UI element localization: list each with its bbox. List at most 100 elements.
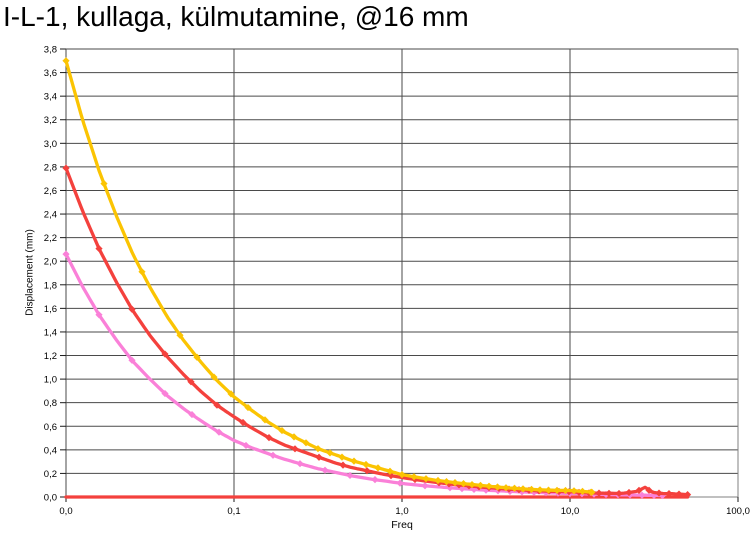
data-point-marker bbox=[315, 453, 323, 461]
data-point-marker bbox=[588, 488, 596, 496]
y-tick-label: 1,4 bbox=[44, 327, 57, 338]
data-point-marker bbox=[210, 373, 218, 381]
y-tick-label: 3,6 bbox=[44, 68, 57, 79]
data-point-marker bbox=[476, 481, 485, 489]
data-point-marker bbox=[215, 428, 223, 436]
data-point-marker bbox=[239, 418, 247, 427]
y-tick-label: 1,8 bbox=[44, 280, 57, 291]
data-point-marker bbox=[605, 489, 613, 497]
data-point-marker bbox=[62, 164, 70, 172]
data-point-marker bbox=[62, 250, 70, 258]
data-point-marker bbox=[188, 410, 196, 419]
y-tick-label: 3,2 bbox=[44, 115, 57, 126]
y-tick-label: 1,2 bbox=[44, 351, 57, 362]
y-tick-label: 0,6 bbox=[44, 422, 57, 433]
y-axis-title: Displacement (mm) bbox=[24, 229, 36, 316]
data-point-marker bbox=[442, 477, 451, 486]
data-point-marker bbox=[638, 491, 646, 499]
data-point-marker bbox=[615, 489, 623, 498]
data-point-marker bbox=[314, 445, 322, 453]
y-tick-label: 1,6 bbox=[44, 304, 57, 315]
data-point-marker bbox=[665, 490, 673, 498]
data-point-marker bbox=[485, 482, 493, 490]
series-red-series-line bbox=[64, 166, 690, 497]
data-point-marker bbox=[265, 434, 273, 442]
data-point-marker bbox=[421, 482, 429, 490]
data-point-marker bbox=[350, 457, 358, 465]
data-point-marker bbox=[302, 439, 310, 447]
x-tick-label: 0,0 bbox=[59, 506, 72, 517]
data-point-marker bbox=[578, 487, 587, 495]
data-point-marker bbox=[386, 467, 394, 475]
data-point-marker bbox=[519, 485, 527, 493]
chart-title: I-L-1, kullaga, külmutamine, @16 mm bbox=[3, 1, 469, 32]
data-point-marker bbox=[187, 378, 195, 386]
data-point-marker bbox=[62, 57, 70, 65]
data-point-marker bbox=[527, 485, 536, 493]
series-yellow-series-line bbox=[64, 59, 594, 494]
data-point-marker bbox=[242, 441, 250, 450]
data-point-marker bbox=[176, 331, 184, 339]
data-point-marker bbox=[100, 180, 108, 188]
y-tick-label: 3,0 bbox=[44, 139, 57, 150]
y-tick-label: 2,0 bbox=[44, 257, 57, 268]
x-tick-label: 100,0 bbox=[726, 506, 750, 517]
data-point-marker bbox=[434, 476, 442, 485]
data-point-marker bbox=[510, 484, 519, 492]
y-tick-label: 3,4 bbox=[44, 92, 57, 103]
data-point-marker bbox=[675, 490, 683, 498]
data-point-marker bbox=[655, 489, 663, 497]
y-tick-label: 2,2 bbox=[44, 233, 57, 244]
data-point-marker bbox=[213, 401, 221, 409]
data-point-marker bbox=[128, 305, 136, 313]
data-point-marker bbox=[95, 244, 103, 253]
data-point-marker bbox=[346, 471, 354, 480]
data-point-marker bbox=[269, 451, 277, 459]
data-point-marker bbox=[339, 461, 347, 469]
data-point-marker bbox=[227, 390, 235, 398]
data-point-marker bbox=[138, 268, 146, 276]
data-point-marker bbox=[398, 471, 406, 479]
data-point-marker bbox=[645, 486, 653, 494]
data-point-marker bbox=[261, 416, 269, 424]
x-axis-title: Freq bbox=[391, 519, 413, 531]
data-point-marker bbox=[290, 433, 298, 441]
x-tick-label: 10,0 bbox=[561, 506, 580, 517]
y-tick-label: 3,8 bbox=[44, 45, 57, 56]
y-tick-label: 2,8 bbox=[44, 162, 57, 173]
data-point-marker bbox=[595, 489, 603, 497]
data-point-marker bbox=[561, 486, 570, 495]
data-point-marker bbox=[553, 486, 561, 494]
y-tick-label: 0,0 bbox=[44, 493, 57, 504]
data-point-marker bbox=[128, 356, 136, 364]
data-point-marker bbox=[683, 491, 692, 499]
data-point-marker bbox=[321, 466, 329, 474]
data-point-marker bbox=[468, 480, 476, 489]
data-point-marker bbox=[396, 479, 404, 487]
data-point-marker bbox=[625, 488, 633, 497]
data-point-marker bbox=[363, 467, 371, 475]
data-point-marker bbox=[278, 426, 286, 435]
data-point-marker bbox=[502, 484, 510, 492]
y-tick-label: 2,6 bbox=[44, 186, 57, 197]
data-point-marker bbox=[326, 449, 334, 457]
data-point-marker bbox=[338, 453, 346, 461]
y-tick-label: 1,0 bbox=[44, 375, 57, 386]
data-point-marker bbox=[451, 479, 459, 487]
data-point-marker bbox=[459, 480, 468, 488]
data-point-marker bbox=[291, 445, 299, 453]
data-point-marker bbox=[371, 476, 379, 484]
data-point-marker bbox=[161, 389, 169, 398]
data-point-marker bbox=[570, 487, 578, 495]
data-point-marker bbox=[95, 311, 103, 319]
data-point-marker bbox=[422, 475, 430, 483]
series-pink-series-line bbox=[64, 252, 665, 498]
data-point-marker bbox=[544, 486, 553, 494]
data-point-marker bbox=[493, 483, 502, 491]
y-tick-label: 0,2 bbox=[44, 469, 57, 480]
y-tick-label: 0,4 bbox=[44, 445, 57, 456]
y-tick-label: 0,8 bbox=[44, 398, 57, 409]
data-point-marker bbox=[296, 460, 304, 468]
data-point-marker bbox=[536, 486, 544, 494]
